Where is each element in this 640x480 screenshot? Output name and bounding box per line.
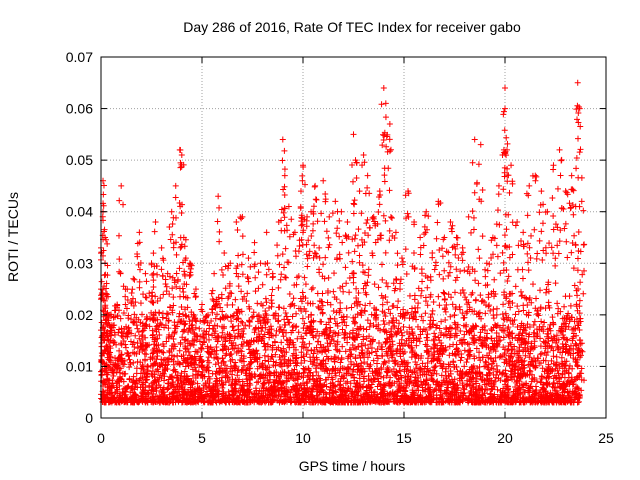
data-point bbox=[418, 313, 425, 320]
data-points bbox=[98, 79, 588, 406]
data-point bbox=[343, 305, 350, 312]
data-point bbox=[461, 331, 468, 338]
data-point bbox=[431, 364, 438, 371]
data-point bbox=[324, 299, 331, 306]
data-point bbox=[438, 329, 445, 336]
data-point bbox=[487, 307, 494, 314]
data-point bbox=[463, 359, 470, 366]
data-point bbox=[229, 324, 236, 331]
data-point bbox=[329, 333, 336, 340]
data-point bbox=[448, 294, 455, 301]
data-point bbox=[457, 327, 464, 334]
data-point bbox=[424, 337, 431, 344]
data-point bbox=[380, 374, 387, 381]
data-point bbox=[374, 346, 381, 353]
data-point bbox=[520, 307, 527, 314]
data-point bbox=[466, 341, 473, 348]
data-point bbox=[273, 359, 280, 366]
data-point bbox=[280, 333, 287, 340]
data-point bbox=[385, 306, 392, 313]
data-point bbox=[386, 344, 393, 351]
data-point bbox=[170, 367, 177, 374]
data-point bbox=[377, 373, 384, 380]
data-point bbox=[482, 310, 489, 317]
data-point bbox=[293, 310, 300, 317]
data-point bbox=[132, 332, 139, 339]
data-point bbox=[449, 301, 456, 308]
data-point bbox=[243, 298, 250, 305]
chart-title: Day 286 of 2016, Rate Of TEC Index for r… bbox=[183, 19, 521, 35]
data-point bbox=[276, 353, 283, 360]
data-point bbox=[120, 310, 127, 317]
data-point bbox=[194, 380, 201, 387]
data-point bbox=[250, 309, 257, 316]
data-point bbox=[507, 304, 514, 311]
data-point bbox=[443, 301, 450, 308]
data-point bbox=[500, 334, 507, 341]
data-point bbox=[229, 301, 236, 308]
data-point bbox=[196, 325, 203, 332]
data-point bbox=[364, 317, 371, 324]
data-point bbox=[578, 365, 585, 372]
data-point bbox=[393, 317, 400, 324]
data-point bbox=[435, 334, 442, 341]
data-point bbox=[219, 329, 226, 336]
data-point bbox=[464, 356, 471, 363]
data-point bbox=[534, 378, 541, 385]
data-point bbox=[408, 305, 415, 312]
data-point bbox=[374, 360, 381, 367]
data-point bbox=[171, 328, 178, 335]
data-point bbox=[576, 326, 583, 333]
data-point bbox=[492, 321, 499, 328]
data-point bbox=[133, 322, 140, 329]
data-point bbox=[212, 361, 219, 368]
data-point bbox=[370, 357, 377, 364]
data-point bbox=[208, 317, 215, 324]
data-point bbox=[333, 346, 340, 353]
data-point bbox=[325, 332, 332, 339]
data-point bbox=[400, 323, 407, 330]
